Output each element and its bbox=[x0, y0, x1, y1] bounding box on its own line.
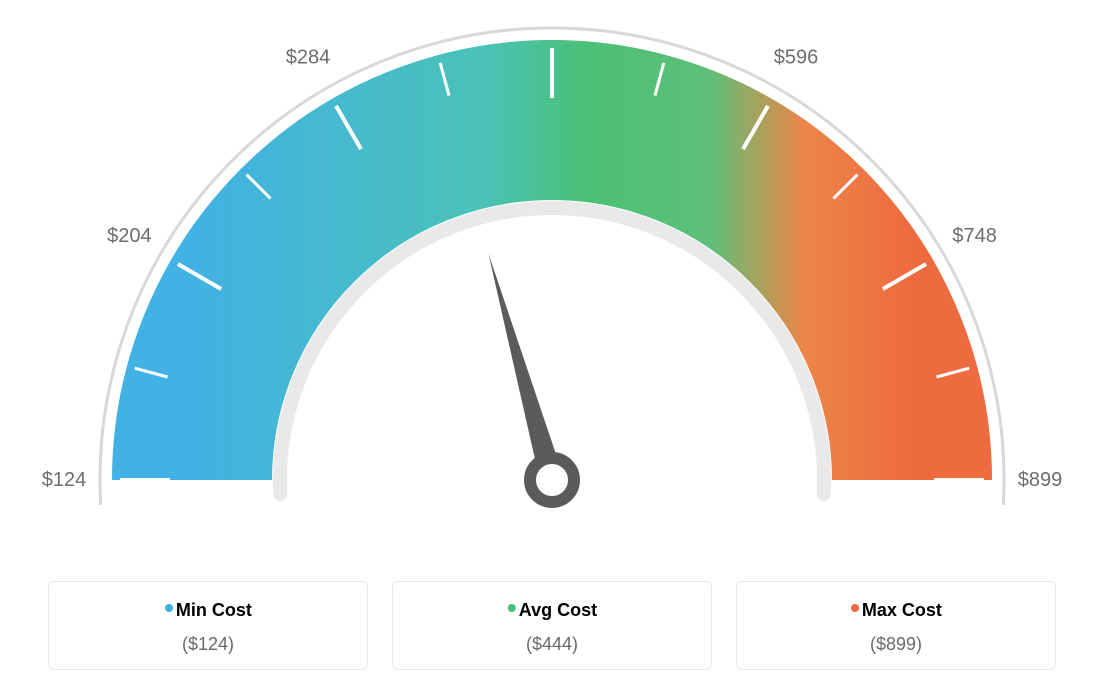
legend-label: Avg Cost bbox=[519, 600, 597, 621]
svg-text:$204: $204 bbox=[107, 225, 152, 247]
dot-icon: • bbox=[164, 603, 174, 613]
svg-text:$899: $899 bbox=[1018, 469, 1063, 491]
legend-value-min: ($124) bbox=[59, 634, 357, 655]
svg-text:$284: $284 bbox=[286, 46, 331, 68]
legend-card-min: • Min Cost ($124) bbox=[48, 581, 368, 671]
dot-icon: • bbox=[507, 603, 517, 613]
legend-card-avg: • Avg Cost ($444) bbox=[392, 581, 712, 671]
legend-card-max: • Max Cost ($899) bbox=[736, 581, 1056, 671]
legend-value-avg: ($444) bbox=[403, 634, 701, 655]
legend-value-max: ($899) bbox=[747, 634, 1045, 655]
legend-row: • Min Cost ($124) • Avg Cost ($444) • Ma… bbox=[0, 581, 1104, 671]
legend-label: Min Cost bbox=[176, 600, 252, 621]
svg-text:$124: $124 bbox=[42, 469, 87, 491]
dot-icon: • bbox=[850, 603, 860, 613]
legend-title-avg: • Avg Cost bbox=[507, 600, 597, 621]
legend-title-min: • Min Cost bbox=[164, 600, 252, 621]
svg-text:$444: $444 bbox=[530, 0, 575, 3]
svg-text:$748: $748 bbox=[952, 225, 997, 247]
gauge-svg: $124 $204 $284 $444 $596 $748 $899 bbox=[0, 0, 1104, 560]
svg-text:$596: $596 bbox=[774, 46, 819, 68]
gauge-chart: $124 $204 $284 $444 $596 $748 $899 bbox=[0, 0, 1104, 560]
legend-label: Max Cost bbox=[862, 600, 942, 621]
legend-title-max: • Max Cost bbox=[850, 600, 942, 621]
